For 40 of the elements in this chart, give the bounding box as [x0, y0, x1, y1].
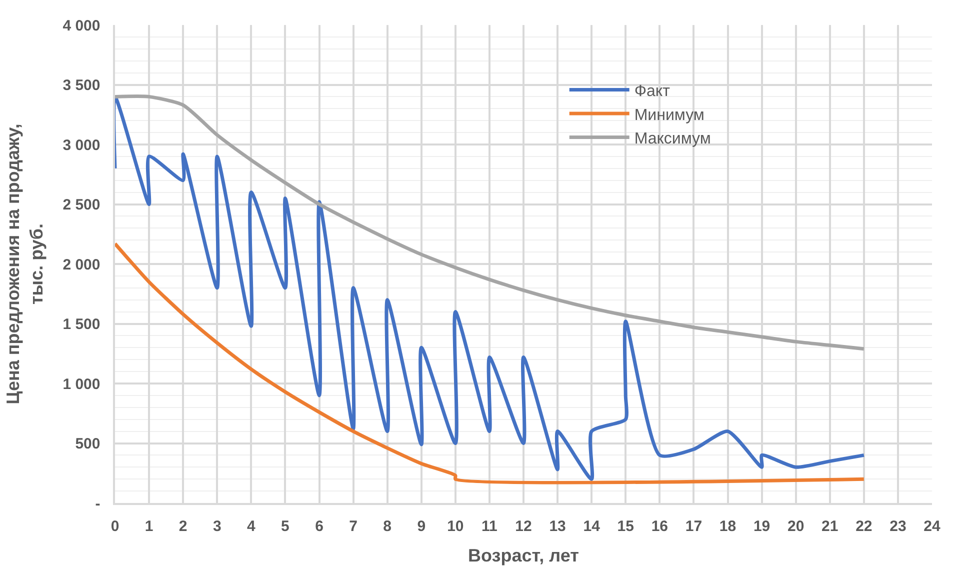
x-tick-label: 19 [753, 518, 770, 535]
x-tick-label: 13 [549, 518, 566, 535]
x-axis-title: Возраст, лет [468, 545, 580, 566]
y-tick-label: 1 500 [62, 316, 100, 333]
x-tick-label: 4 [247, 518, 256, 535]
x-tick-label: 15 [617, 518, 634, 535]
x-tick-label: 5 [281, 518, 290, 535]
x-tick-label: 3 [212, 518, 222, 535]
x-tick-label: 16 [651, 518, 668, 535]
legend-label: Минимум [634, 106, 704, 124]
line-series [115, 94, 866, 351]
y-tick-label: 500 [75, 436, 100, 452]
x-tick-label: 17 [685, 518, 702, 535]
legend-label: Максимум [634, 130, 711, 148]
x-tick-label: 2 [178, 518, 188, 535]
x-tick-label: 20 [787, 518, 804, 535]
y-axis-title: Цена предложения на продажу, тыс. руб. [3, 124, 46, 404]
x-tick-label: 14 [583, 518, 601, 535]
x-tick-label: 1 [144, 518, 154, 535]
y-tick-label: 3 000 [62, 136, 100, 154]
x-tick-label: 7 [349, 518, 358, 535]
x-tick-label: 8 [383, 518, 392, 535]
y-tick-label: 2 000 [62, 256, 100, 274]
y-tick-label: 2 500 [62, 196, 100, 214]
x-tick-label: 10 [447, 518, 464, 535]
y-tick-label: - [95, 495, 100, 512]
y-tick-label: 4 000 [62, 17, 100, 34]
x-tick-label: 21 [822, 518, 838, 535]
x-tick-label: 24 [924, 518, 941, 535]
legend-label: Факт [634, 82, 671, 100]
x-tick-label: 23 [890, 518, 906, 535]
y-tick-label: 1 000 [62, 376, 100, 393]
x-tick-label: 6 [315, 518, 324, 535]
x-tick-label: 0 [110, 518, 120, 535]
x-tick-label: 11 [482, 518, 498, 535]
x-tick-label: 12 [515, 518, 532, 535]
x-tick-label: 9 [417, 518, 426, 535]
y-tick-label: 3 500 [62, 77, 100, 94]
x-tick-label: 18 [719, 518, 736, 535]
x-tick-label: 22 [856, 518, 872, 535]
